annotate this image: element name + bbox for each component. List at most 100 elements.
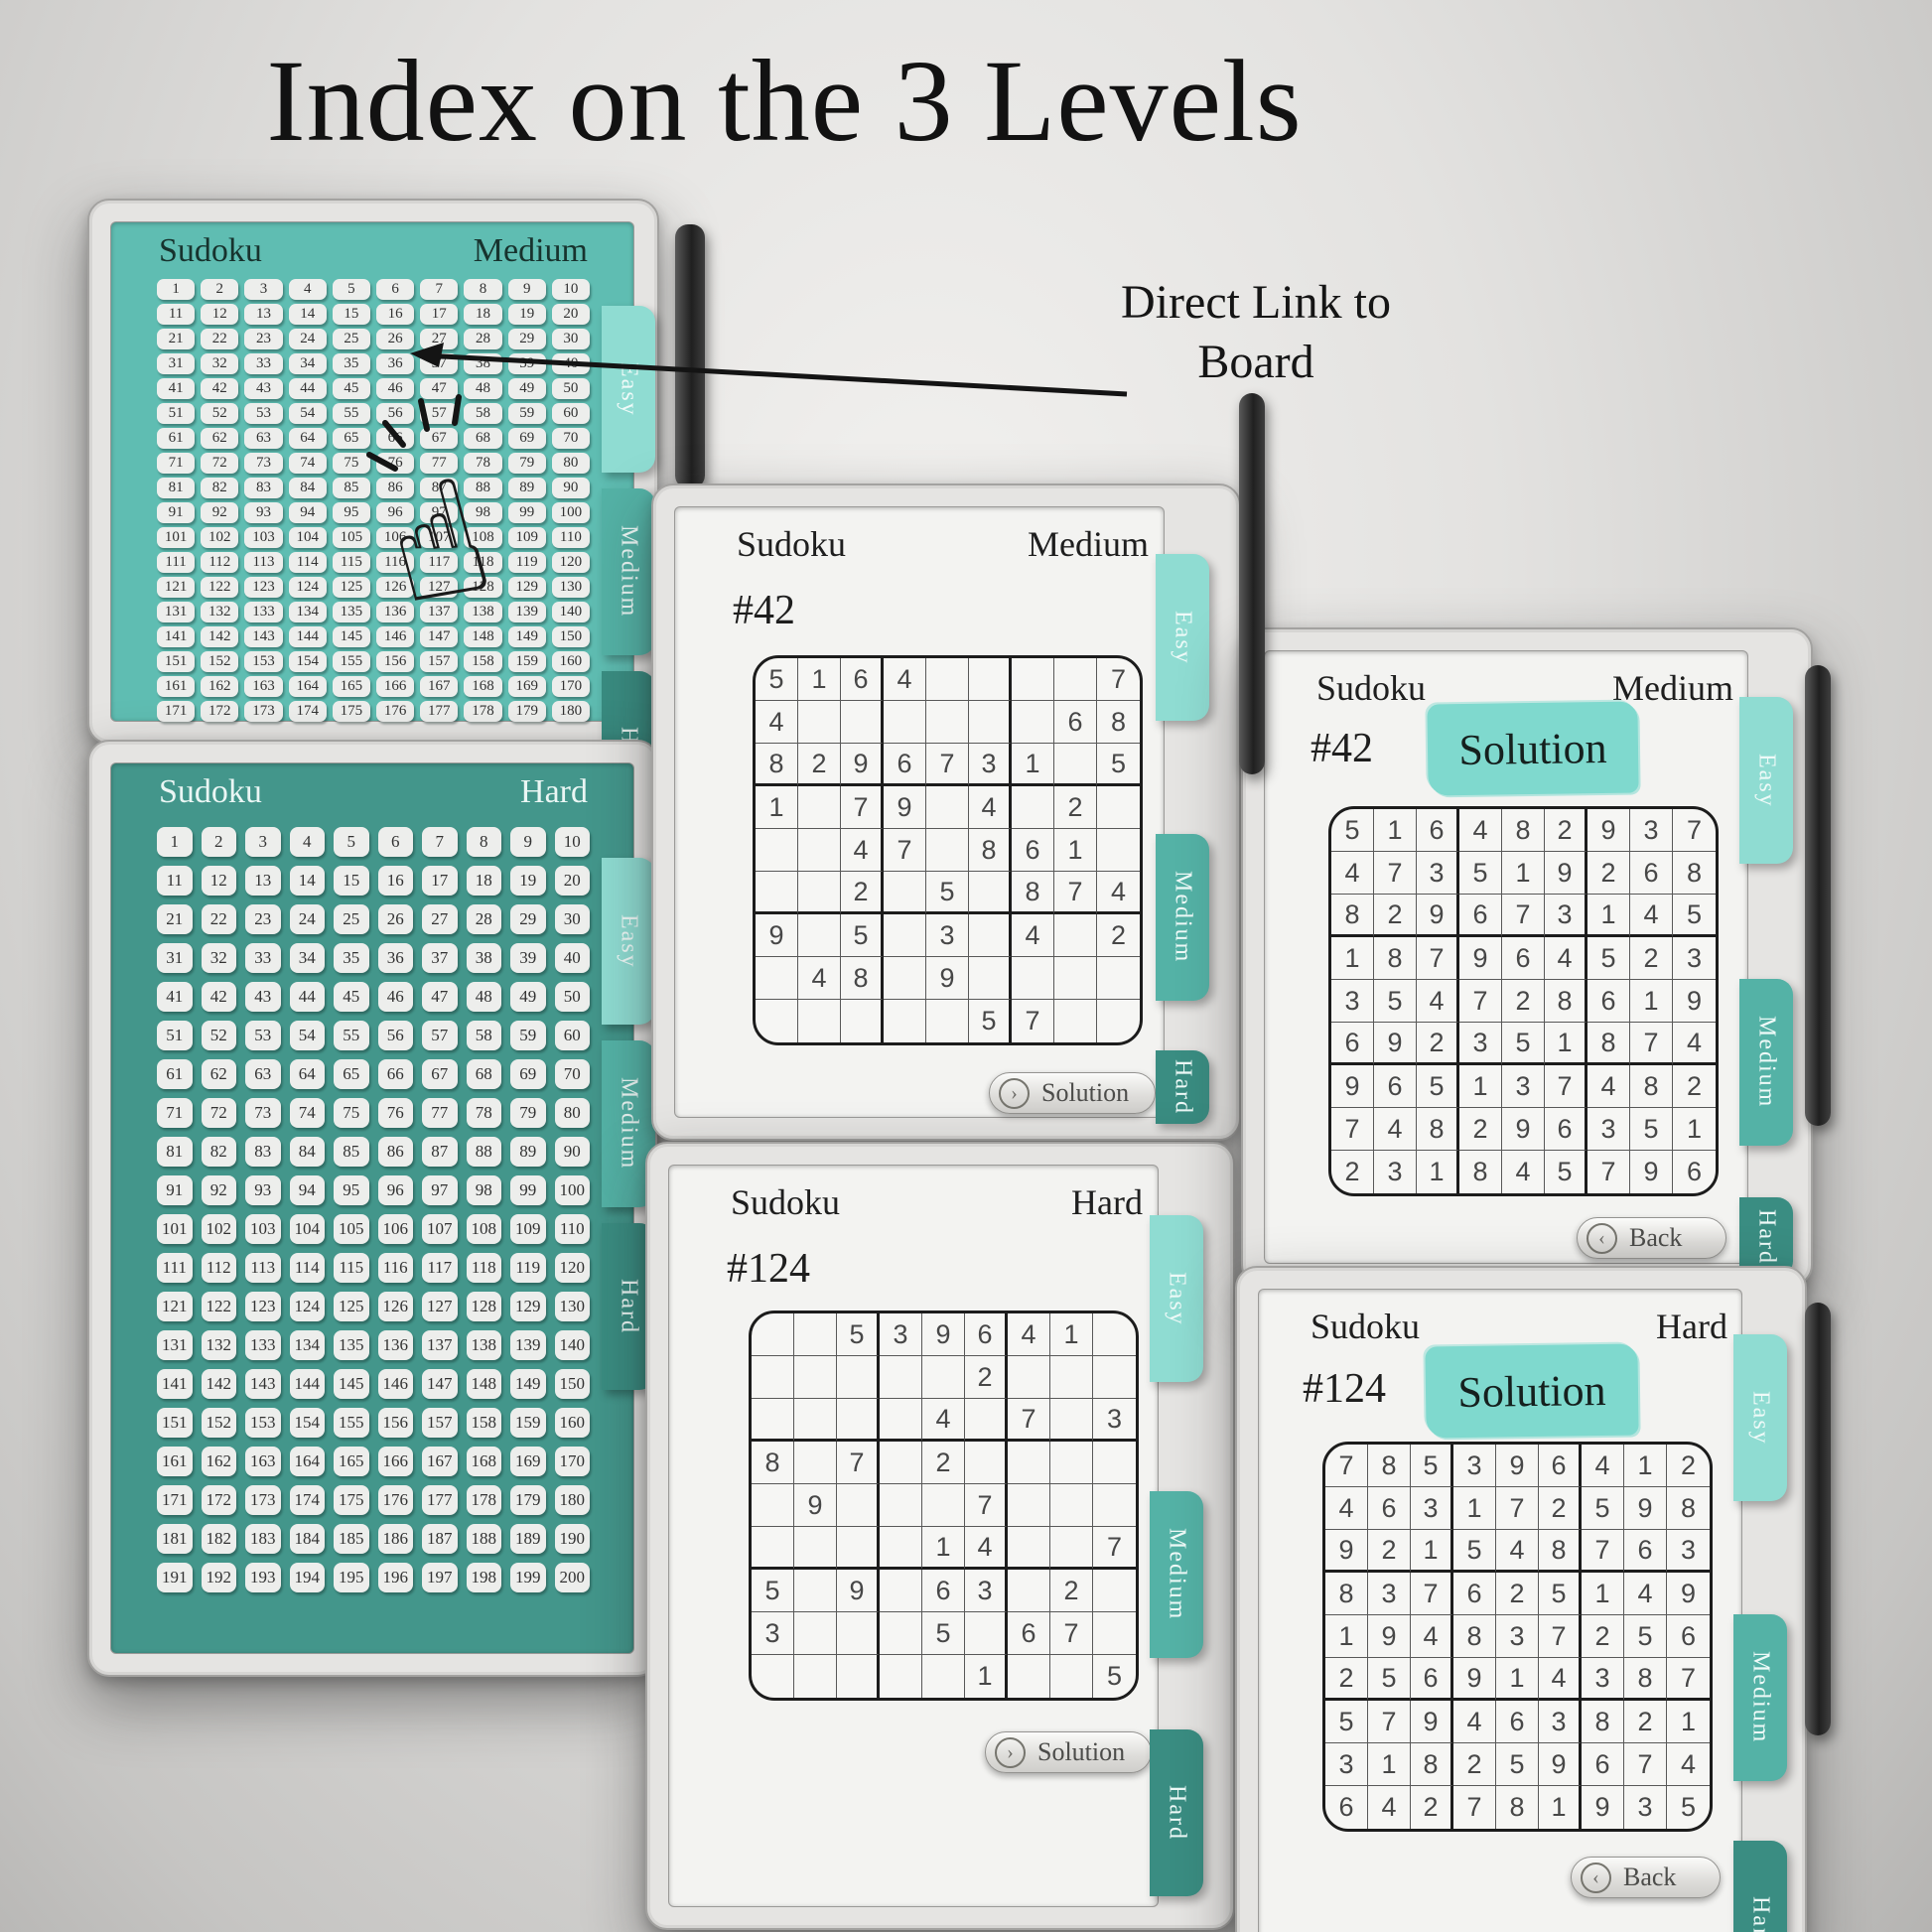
index-board-link[interactable]: 31 xyxy=(157,353,196,374)
index-board-link[interactable]: 113 xyxy=(245,1253,281,1283)
index-board-link[interactable]: 102 xyxy=(201,527,239,548)
index-board-link[interactable]: 143 xyxy=(245,1369,281,1399)
index-board-link[interactable]: 76 xyxy=(376,453,415,474)
index-board-link[interactable]: 75 xyxy=(334,1098,369,1128)
index-board-link[interactable]: 86 xyxy=(376,478,415,498)
index-board-link[interactable]: 71 xyxy=(157,453,196,474)
sudoku-cell[interactable]: 1 xyxy=(1050,1313,1093,1356)
index-board-link[interactable]: 106 xyxy=(376,527,415,548)
sudoku-cell[interactable]: 5 xyxy=(837,1313,880,1356)
index-board-link[interactable]: 137 xyxy=(420,602,459,622)
sudoku-cell[interactable]: 5 xyxy=(922,1612,965,1655)
index-board-link[interactable]: 138 xyxy=(464,602,502,622)
sudoku-cell[interactable]: 9 xyxy=(756,914,798,957)
index-board-link[interactable]: 8 xyxy=(466,827,501,857)
index-board-link[interactable]: 56 xyxy=(376,403,415,424)
index-board-link[interactable]: 136 xyxy=(376,602,415,622)
sudoku-cell[interactable]: 4 xyxy=(756,701,798,744)
index-board-link[interactable]: 19 xyxy=(510,866,546,896)
index-board-link[interactable]: 148 xyxy=(466,1369,501,1399)
index-board-link[interactable]: 101 xyxy=(157,1214,193,1244)
index-board-link[interactable]: 13 xyxy=(244,304,283,325)
index-board-link[interactable]: 33 xyxy=(245,943,281,973)
index-board-link[interactable]: 167 xyxy=(422,1447,458,1476)
index-board-link[interactable]: 117 xyxy=(420,552,459,573)
index-board-link[interactable]: 9 xyxy=(510,827,546,857)
index-board-link[interactable]: 195 xyxy=(334,1563,369,1592)
index-board-link[interactable]: 53 xyxy=(244,403,283,424)
index-board-link[interactable]: 73 xyxy=(244,453,283,474)
index-board-link[interactable]: 131 xyxy=(157,602,196,622)
index-board-link[interactable]: 70 xyxy=(551,428,590,449)
sudoku-cell[interactable] xyxy=(1008,1442,1050,1484)
sudoku-cell[interactable]: 7 xyxy=(965,1484,1008,1527)
index-board-link[interactable]: 115 xyxy=(334,1253,369,1283)
index-board-link[interactable]: 181 xyxy=(157,1524,193,1554)
tab-medium[interactable]: Medium xyxy=(602,488,655,655)
index-board-link[interactable]: 77 xyxy=(422,1098,458,1128)
sudoku-cell[interactable]: 5 xyxy=(969,1000,1012,1042)
index-board-link[interactable]: 172 xyxy=(201,701,239,722)
index-board-link[interactable]: 151 xyxy=(157,1408,193,1438)
sudoku-cell[interactable]: 8 xyxy=(969,829,1012,872)
sudoku-cell[interactable] xyxy=(794,1527,837,1570)
index-board-link[interactable]: 4 xyxy=(289,827,325,857)
index-board-link[interactable]: 76 xyxy=(377,1098,413,1128)
sudoku-cell[interactable]: 1 xyxy=(1054,829,1097,872)
index-board-link[interactable]: 55 xyxy=(334,1021,369,1050)
sudoku-cell[interactable]: 3 xyxy=(880,1313,922,1356)
index-board-link[interactable]: 36 xyxy=(376,353,415,374)
sudoku-cell[interactable] xyxy=(1050,1527,1093,1570)
index-board-link[interactable]: 28 xyxy=(466,904,501,934)
index-board-link[interactable]: 112 xyxy=(201,552,239,573)
index-board-link[interactable]: 49 xyxy=(507,378,546,399)
index-board-link[interactable]: 49 xyxy=(510,982,546,1012)
index-board-link[interactable]: 177 xyxy=(420,701,459,722)
index-board-link[interactable]: 108 xyxy=(464,527,502,548)
index-board-link[interactable]: 16 xyxy=(376,304,415,325)
sudoku-cell[interactable] xyxy=(969,914,1012,957)
sudoku-cell[interactable] xyxy=(794,1570,837,1612)
index-board-link[interactable]: 48 xyxy=(464,378,502,399)
index-board-link[interactable]: 35 xyxy=(334,943,369,973)
index-board-link[interactable]: 36 xyxy=(377,943,413,973)
sudoku-cell[interactable]: 5 xyxy=(752,1570,794,1612)
index-board-link[interactable]: 21 xyxy=(157,904,193,934)
sudoku-cell[interactable] xyxy=(926,658,969,701)
index-board-link[interactable]: 148 xyxy=(464,626,502,647)
index-board-link[interactable]: 45 xyxy=(334,982,369,1012)
index-board-link[interactable]: 7 xyxy=(422,827,458,857)
index-board-link[interactable]: 174 xyxy=(288,701,327,722)
index-board-link[interactable]: 110 xyxy=(551,527,590,548)
sudoku-cell[interactable] xyxy=(752,1484,794,1527)
sudoku-cell[interactable] xyxy=(1054,744,1097,786)
index-board-link[interactable]: 41 xyxy=(157,982,193,1012)
sudoku-cell[interactable] xyxy=(1093,1356,1136,1399)
sudoku-cell[interactable] xyxy=(752,1527,794,1570)
sudoku-cell[interactable]: 7 xyxy=(1054,872,1097,914)
index-board-link[interactable]: 17 xyxy=(422,866,458,896)
index-board-link[interactable]: 1 xyxy=(157,827,193,857)
sudoku-cell[interactable] xyxy=(1050,1399,1093,1442)
sudoku-cell[interactable]: 1 xyxy=(922,1527,965,1570)
index-board-link[interactable]: 1 xyxy=(157,279,196,300)
index-board-link[interactable]: 46 xyxy=(377,982,413,1012)
solution-button[interactable]: › Solution xyxy=(989,1072,1157,1114)
index-board-link[interactable]: 123 xyxy=(245,1292,281,1321)
index-board-link[interactable]: 160 xyxy=(551,651,590,672)
index-board-link[interactable]: 145 xyxy=(332,626,370,647)
index-board-link[interactable]: 161 xyxy=(157,676,196,697)
sudoku-cell[interactable]: 4 xyxy=(922,1399,965,1442)
sudoku-cell[interactable] xyxy=(880,1399,922,1442)
index-board-link[interactable]: 157 xyxy=(422,1408,458,1438)
sudoku-cell[interactable] xyxy=(1012,701,1054,744)
index-board-link[interactable]: 152 xyxy=(201,1408,236,1438)
solution-button[interactable]: › Solution xyxy=(985,1731,1153,1773)
index-board-link[interactable]: 165 xyxy=(332,676,370,697)
index-board-link[interactable]: 2 xyxy=(201,827,236,857)
index-board-link[interactable]: 12 xyxy=(201,304,239,325)
index-board-link[interactable]: 130 xyxy=(554,1292,590,1321)
index-board-link[interactable]: 44 xyxy=(288,378,327,399)
index-board-link[interactable]: 170 xyxy=(551,676,590,697)
index-board-link[interactable]: 200 xyxy=(554,1563,590,1592)
